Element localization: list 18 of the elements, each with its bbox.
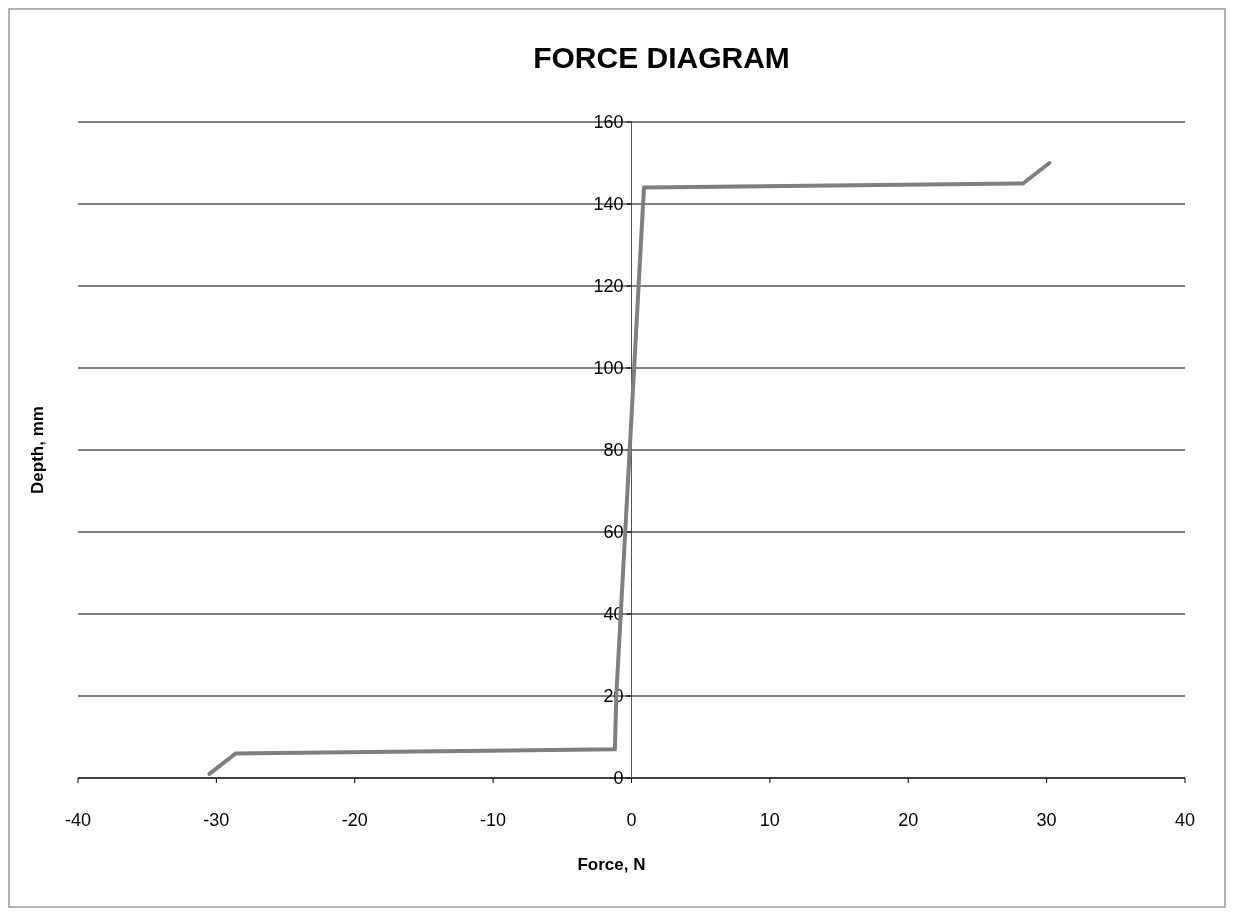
x-tick-label: 10: [759, 810, 780, 830]
x-tick-label: -40: [64, 810, 92, 830]
x-axis-title: Force, N: [577, 855, 646, 874]
x-tick-label: -30: [203, 810, 230, 830]
x-tick-label: 30: [1036, 810, 1057, 830]
y-axis-title: Depth, mm: [28, 406, 47, 494]
x-tick-label: 0: [626, 810, 637, 830]
y-tick-label: 120: [593, 276, 624, 297]
x-tick-label: 40: [1174, 810, 1196, 830]
chart-title: FORCE DIAGRAM: [533, 41, 790, 74]
y-tick-label: 140: [593, 194, 624, 215]
y-tick-label: 60: [603, 522, 624, 543]
y-tick-label: 100: [593, 358, 624, 379]
x-tick-label: -10: [480, 810, 507, 830]
y-tick-label: 160: [593, 112, 624, 133]
x-tick-label: 20: [898, 810, 919, 830]
y-tick-label: 80: [603, 440, 624, 461]
x-tick-label: -20: [341, 810, 368, 830]
